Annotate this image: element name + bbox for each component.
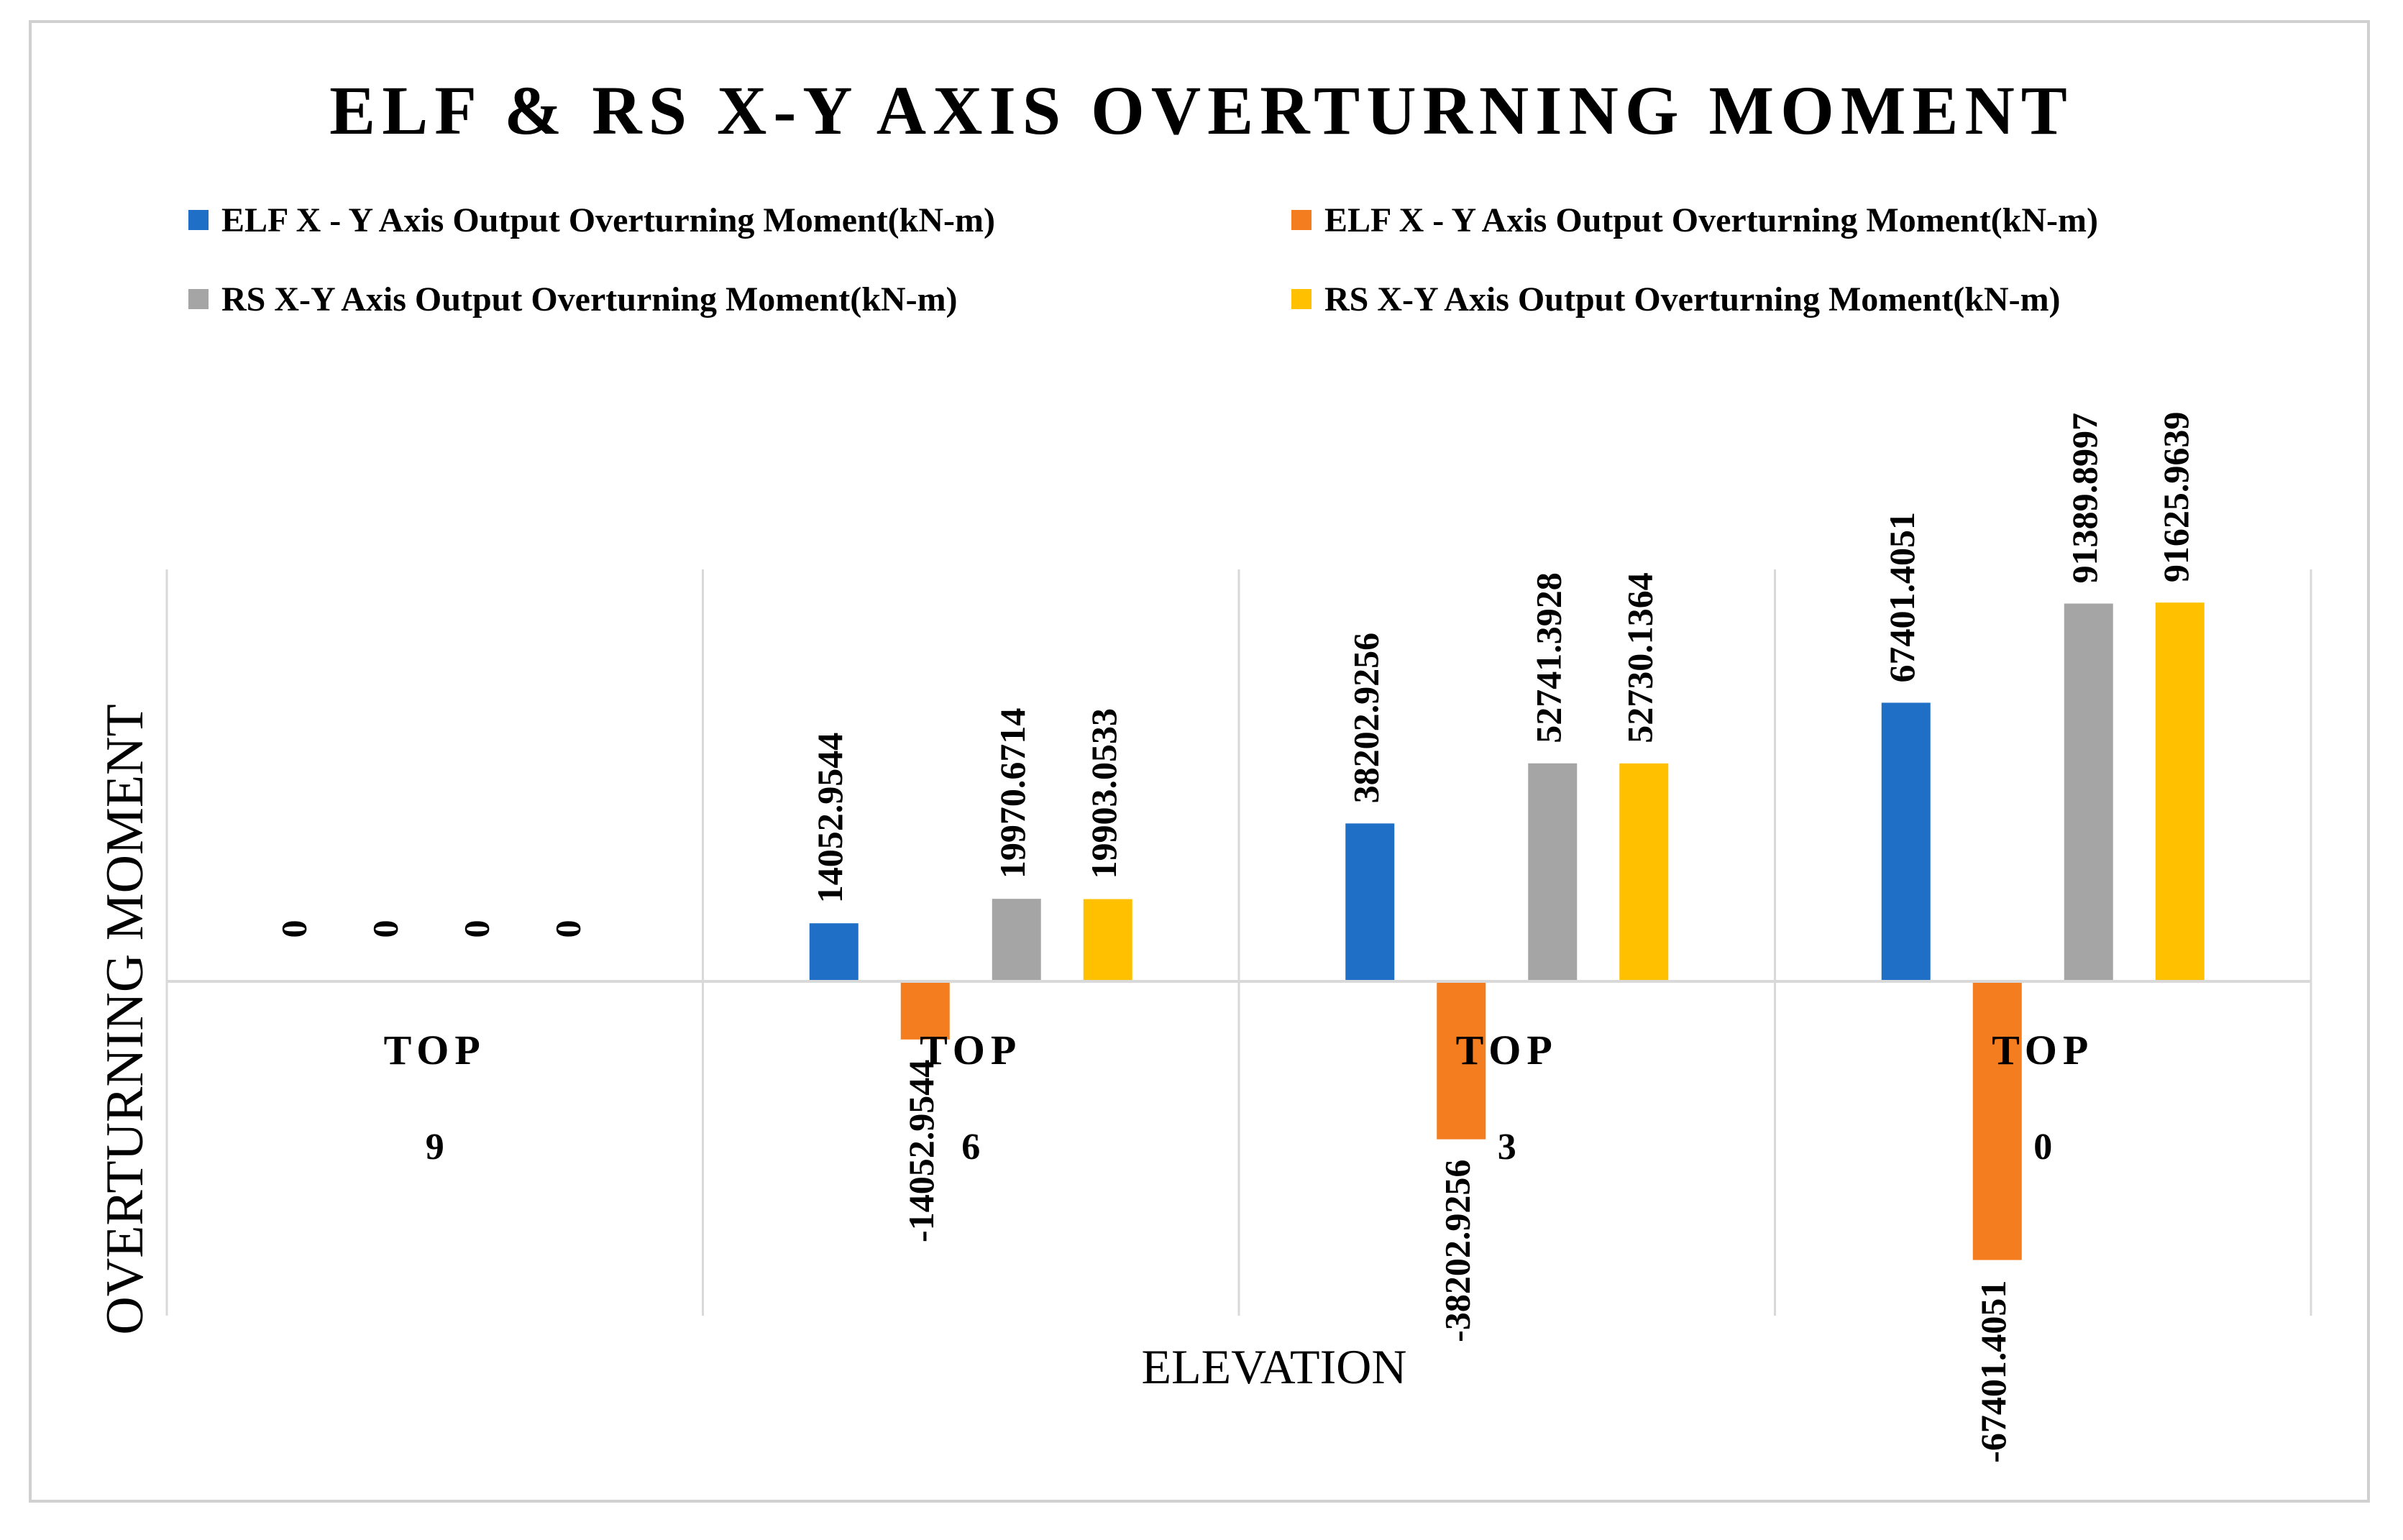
bar [1619, 763, 1669, 981]
data-label: 19970.6714 [992, 708, 1033, 879]
data-label: -67401.4051 [1973, 1280, 2013, 1463]
bar [900, 981, 950, 1040]
bar [1528, 763, 1578, 981]
bar [2064, 603, 2113, 981]
bars [809, 602, 2205, 1260]
data-labels: 0 0 0 0 14052.9544 -14052.9544 19970.6714 19903… [274, 412, 2197, 1463]
data-label: 0 [457, 920, 497, 938]
category-sublabel: 0 [2033, 1127, 2052, 1168]
legend-label: RS X-Y Axis Output Overturning Moment(kN… [221, 280, 958, 318]
data-label: 0 [548, 920, 588, 938]
data-label: 67401.4051 [1882, 512, 1922, 683]
legend-swatch [1291, 289, 1312, 309]
category-sublabel: 6 [961, 1127, 980, 1168]
category-sublabel: 3 [1498, 1127, 1516, 1168]
bar [1972, 981, 2022, 1260]
legend-swatch [188, 289, 209, 309]
y-axis-title: OVERTURNING MOMENT [96, 704, 155, 1334]
bar [1083, 899, 1132, 981]
chart-title: ELF & RS X-Y AXIS OVERTURNING MOMENT [329, 72, 2074, 149]
data-label: 0 [274, 920, 314, 938]
bar [2155, 602, 2205, 981]
legend-label: ELF X - Y Axis Output Overturning Moment… [221, 201, 995, 239]
data-label: 14052.9544 [810, 733, 850, 904]
category-label: TOP [920, 1027, 1022, 1073]
category-labels: TOP 9 TOP 6 TOP 3 TOP 0 [384, 1027, 2094, 1168]
bar [809, 923, 859, 981]
legend-label: RS X-Y Axis Output Overturning Moment(kN… [1324, 280, 2061, 318]
data-label: 91625.9639 [2156, 412, 2196, 583]
bar [1345, 823, 1395, 981]
category-label: TOP [1992, 1027, 2094, 1073]
gridlines [165, 569, 2312, 1316]
data-label: 38202.9256 [1346, 633, 1386, 804]
bar [992, 899, 1041, 981]
category-sublabel: 9 [426, 1127, 444, 1168]
data-label: 19903.0533 [1084, 708, 1124, 879]
data-label: 0 [365, 920, 406, 938]
x-axis-title: ELEVATION [1142, 1339, 1407, 1394]
data-label: 52730.1364 [1620, 572, 1660, 743]
data-label: 91389.8997 [2064, 413, 2105, 584]
legend-swatch [188, 210, 209, 230]
legend-swatch [1291, 210, 1312, 230]
data-label: 52741.3928 [1529, 572, 1569, 743]
data-label: -14052.9544 [901, 1060, 941, 1242]
bar [1437, 981, 1486, 1140]
legend: ELF X - Y Axis Output Overturning Moment… [188, 201, 2098, 318]
category-label: TOP [1456, 1027, 1558, 1073]
bar [1881, 702, 1931, 981]
legend-label: ELF X - Y Axis Output Overturning Moment… [1324, 201, 2098, 239]
data-label: -38202.9256 [1437, 1160, 1478, 1342]
category-label: TOP [384, 1027, 486, 1073]
